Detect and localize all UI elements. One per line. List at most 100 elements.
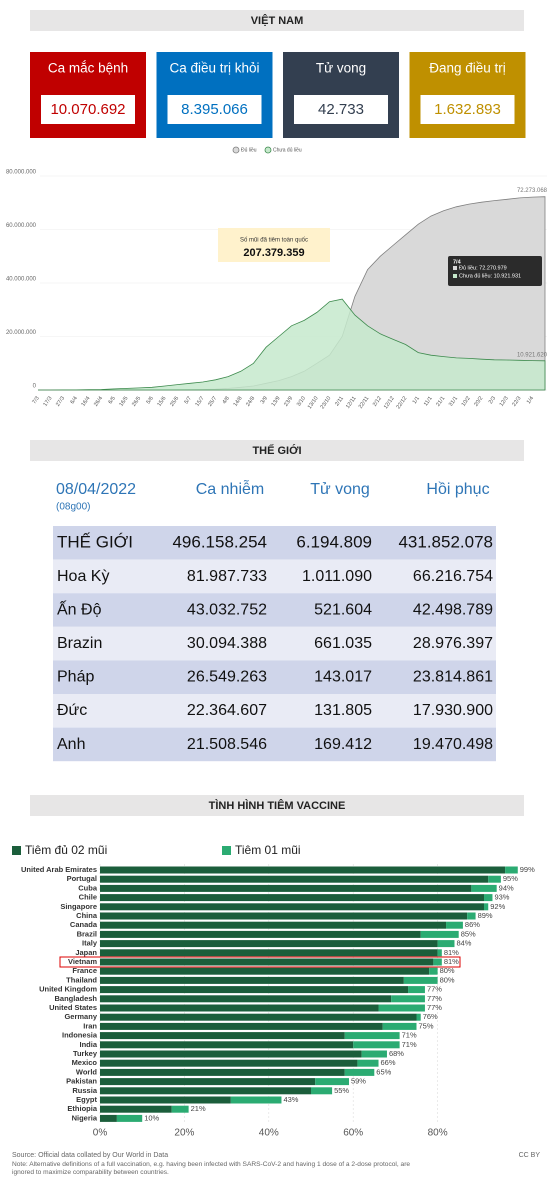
table-country: Pháp: [57, 669, 94, 686]
value-label: 66%: [381, 1058, 396, 1067]
x-tick-label: 10/2: [461, 396, 472, 408]
bar: [100, 1087, 311, 1095]
x-tick-label: 22/12: [396, 396, 409, 411]
x-tick-label: 3/9: [260, 396, 269, 406]
value-label: 86%: [465, 920, 480, 929]
table-cell: 143.017: [314, 669, 372, 686]
x-tick-label: 25/6: [169, 396, 180, 408]
x-tick-label: 17/3: [42, 396, 53, 408]
table-country: Brazin: [57, 635, 102, 652]
value-label: 92%: [490, 902, 505, 911]
value-label: 21%: [191, 1104, 206, 1113]
y-tick-label: Italy: [82, 939, 98, 948]
x-tick-label: 23/10: [320, 396, 333, 411]
y-tick-label: Bangladesh: [54, 994, 97, 1003]
stat-value-box: [294, 95, 388, 124]
banner-title: THẾ GIỚI: [252, 444, 301, 457]
value-label: 77%: [427, 1003, 442, 1012]
y-tick-label: Canada: [70, 920, 98, 929]
table-country: Hoa Kỳ: [57, 568, 109, 585]
bar: [311, 1087, 333, 1095]
bar: [100, 1068, 345, 1076]
x-tick-label: 12/3: [499, 396, 510, 408]
x-tick-label: 25/7: [207, 396, 218, 408]
bar: [429, 967, 438, 975]
y-tick-label: India: [79, 1040, 97, 1049]
value-label: 80%: [440, 966, 455, 975]
y-tick-label: 0: [33, 384, 37, 390]
bar: [100, 1022, 383, 1030]
value-label: 77%: [427, 985, 442, 994]
legend-swatch: [232, 146, 240, 154]
bar: [420, 930, 459, 938]
table-cell: 26.549.263: [187, 669, 267, 686]
x-tick-label: 6/5: [108, 396, 117, 406]
x-tick-label: 3/10: [296, 396, 307, 408]
bar: [100, 940, 438, 948]
area: [38, 298, 546, 391]
y-tick-label: Ethiopia: [67, 1104, 97, 1113]
table-date: 08/04/2022: [56, 481, 136, 498]
bar: [100, 967, 430, 975]
value-label: 59%: [351, 1077, 366, 1086]
value-label: 99%: [520, 865, 535, 874]
bar: [408, 986, 425, 994]
bar: [100, 866, 506, 874]
value-label: 84%: [456, 939, 471, 948]
value-label: 43%: [283, 1095, 298, 1104]
bar: [100, 958, 434, 966]
x-tick-label: 4/8: [222, 396, 231, 406]
source: Source: Official data collated by Our Wo…: [12, 1152, 168, 1159]
tooltip-line: Đủ liều: 72.270.979: [459, 264, 507, 271]
end-label: 72.273.068: [517, 188, 548, 194]
annotation-label: Số mũi đã tiêm toàn quốc: [240, 238, 308, 244]
stat-value-box: [41, 95, 135, 124]
x-tick-label: 5/6: [146, 396, 155, 406]
x-tick-label: 2/11: [334, 396, 345, 408]
table-row: [53, 593, 496, 627]
bar: [100, 1059, 358, 1067]
annotation-box: [218, 228, 330, 262]
end-label: 10.921.620: [517, 352, 548, 358]
bar: [433, 958, 442, 966]
bar: [378, 1004, 425, 1012]
x-tick-label: 15/7: [195, 396, 206, 408]
bar: [100, 1078, 316, 1086]
x-tick-label: 24/8: [245, 396, 256, 408]
stat-value: 42.733: [318, 101, 364, 118]
y-tick-label: 40.000.000: [6, 277, 37, 283]
bar: [100, 875, 489, 883]
table-cell: 28.976.397: [413, 635, 493, 652]
bar: [446, 921, 463, 929]
bar: [467, 912, 476, 920]
y-tick-label: Indonesia: [62, 1031, 98, 1040]
y-tick-label: United States: [49, 1003, 97, 1012]
bar: [100, 921, 447, 929]
y-tick-label: Mexico: [72, 1058, 98, 1067]
stat-value: 10.070.692: [50, 101, 125, 118]
table-cell: 81.987.733: [187, 568, 267, 585]
x-tick-label: 1/1: [412, 396, 421, 406]
table-cell: 66.216.754: [413, 568, 493, 585]
value-label: 65%: [376, 1067, 391, 1076]
x-tick-label: 20%: [174, 1128, 194, 1139]
stat-value-box: [420, 95, 515, 124]
x-tick-label: 12/11: [345, 396, 358, 410]
bar: [100, 930, 421, 938]
legend-swatch: [222, 846, 231, 855]
x-tick-label: 20/2: [473, 396, 484, 408]
y-tick-label: Chile: [79, 893, 97, 902]
y-tick-label: 60.000.000: [6, 223, 37, 229]
x-tick-label: 16/5: [118, 396, 129, 408]
table-row: [53, 727, 496, 762]
bar: [471, 884, 497, 892]
x-tick-label: 16/4: [80, 396, 91, 408]
value-label: 85%: [461, 929, 476, 938]
y-tick-label: Thailand: [66, 975, 97, 984]
bar: [484, 894, 493, 902]
table-header: Hồi phục: [426, 481, 489, 498]
tooltip-line: Chưa đủ liều: 10.921.931: [459, 272, 521, 279]
banner: [30, 440, 524, 461]
bar: [100, 884, 472, 892]
value-label: 10%: [144, 1113, 159, 1122]
